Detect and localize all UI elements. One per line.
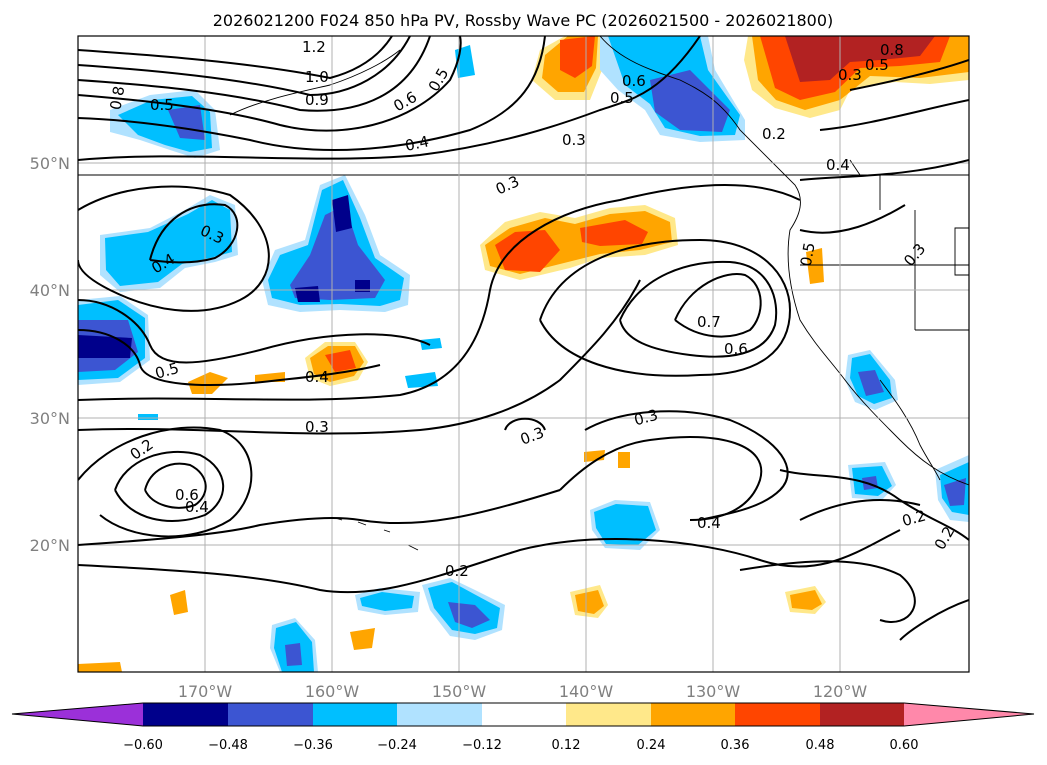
- lat-label: 40°N: [30, 281, 70, 300]
- contour-label: 0.4: [185, 498, 209, 516]
- colorbar-tick: −0.48: [208, 738, 248, 753]
- colorbar-tick: 0.48: [806, 738, 835, 753]
- contour-label: 0.6: [724, 340, 748, 358]
- contour-label: 0.8: [880, 41, 904, 59]
- coastlines: [78, 36, 969, 551]
- contour-label: 0.5: [153, 359, 181, 383]
- lon-label: 130°W: [686, 682, 741, 701]
- contour-label: 0.9: [305, 91, 329, 109]
- contour-label: 0.7: [697, 313, 721, 331]
- contour-label: 0.4: [403, 132, 430, 155]
- colorbar-tick: −0.60: [123, 738, 163, 753]
- contour-label: 1.0: [305, 68, 329, 86]
- colorbar-extend-min: [12, 703, 143, 726]
- contour-label: 0.5: [610, 89, 634, 107]
- contour-label: 0.4: [305, 368, 329, 386]
- map-panel: 1.2 1.0 0.9 0.8 0.5 0.6 0.5 0.4 0.3 0.3 …: [77, 35, 970, 673]
- latitude-labels: 50°N 40°N 30°N 20°N: [30, 154, 70, 555]
- lon-label: 140°W: [559, 682, 614, 701]
- colorbar-tick: 0.36: [721, 738, 750, 753]
- colorbar-tick: −0.12: [462, 738, 502, 753]
- lat-label: 50°N: [30, 154, 70, 173]
- colorbar-bin: [397, 703, 482, 726]
- contour-label: 0.3: [305, 418, 329, 436]
- colorbar: −0.60 −0.48 −0.36 −0.24 −0.12 0.12 0.24 …: [11, 702, 1035, 753]
- figure-title: 2026021200 F024 850 hPa PV, Rossby Wave …: [213, 11, 834, 30]
- lon-label: 120°W: [813, 682, 868, 701]
- gridlines: [78, 36, 969, 672]
- colorbar-bin: [735, 703, 820, 726]
- pv-contours: [78, 36, 969, 641]
- colorbar-bin: [651, 703, 735, 726]
- lon-label: 150°W: [432, 682, 487, 701]
- colorbar-tick: −0.36: [293, 738, 333, 753]
- colorbar-bin: [313, 703, 397, 726]
- longitude-labels: 170°W 160°W 150°W 140°W 130°W 120°W: [178, 682, 868, 701]
- lon-label: 160°W: [305, 682, 360, 701]
- contour-label: 0.6: [622, 72, 646, 90]
- contour-label: 0.4: [826, 156, 850, 174]
- colorbar-bin: [228, 703, 313, 726]
- colorbar-ticks: −0.60 −0.48 −0.36 −0.24 −0.12 0.12 0.24 …: [123, 738, 918, 753]
- colorbar-tick: 0.24: [637, 738, 666, 753]
- contour-label: 0.8: [106, 85, 128, 112]
- colorbar-tick: 0.12: [552, 738, 581, 753]
- contour-label: 0.5: [797, 241, 819, 268]
- colorbar-bin: [566, 703, 651, 726]
- contour-label: 0.3: [562, 131, 586, 149]
- contour-label: 0.3: [632, 406, 660, 430]
- colorbar-bin: [482, 703, 566, 726]
- contour-label: 0.6: [175, 486, 199, 504]
- colorbar-bin: [820, 703, 904, 726]
- colorbar-bin: [143, 703, 228, 726]
- contour-label: 0.5: [865, 56, 889, 74]
- colorbar-extend-max: [904, 703, 1034, 726]
- lon-label: 170°W: [178, 682, 233, 701]
- contour-label: 0.2: [900, 506, 928, 530]
- colorbar-tick: −0.24: [377, 738, 417, 753]
- contour-label: 0.2: [762, 125, 786, 143]
- map-frame: [77, 35, 970, 673]
- colorbar-tick: 0.60: [890, 738, 919, 753]
- contour-label: 0.3: [838, 66, 862, 84]
- contour-label: 0.4: [697, 514, 721, 532]
- contour-label: 0.2: [445, 562, 469, 580]
- contour-label: 1.2: [302, 38, 326, 56]
- contour-label: 0.5: [150, 96, 174, 114]
- lat-label: 30°N: [30, 409, 70, 428]
- lat-label: 20°N: [30, 536, 70, 555]
